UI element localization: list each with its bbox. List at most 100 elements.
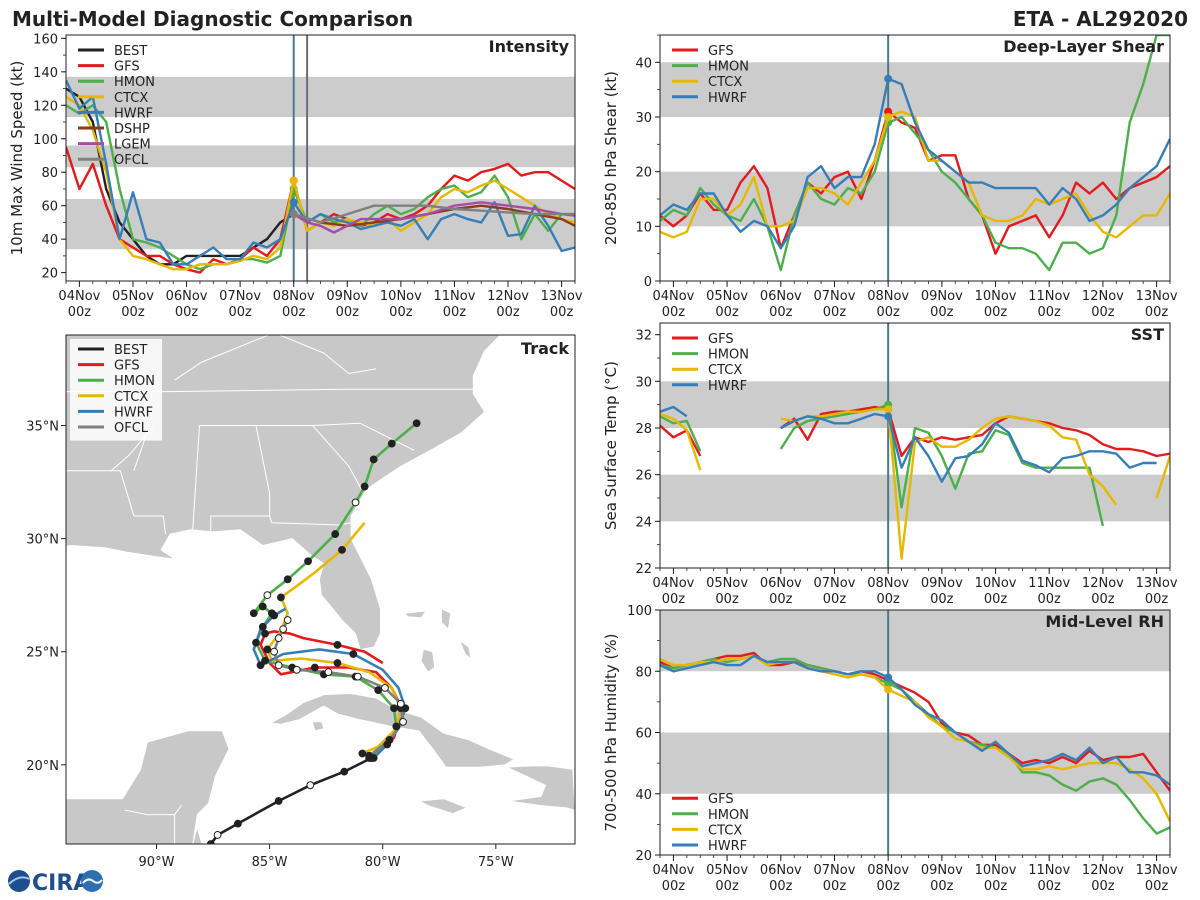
track-point-best xyxy=(340,767,349,776)
intensity-x-tick-hour: 00z xyxy=(175,305,199,320)
intensity-legend-label-lgem: LGEM xyxy=(114,138,151,153)
sst-x-tick-hour: 00z xyxy=(984,592,1008,607)
track-point-ofcl xyxy=(274,661,283,670)
shear-x-tick-hour: 00z xyxy=(823,305,847,320)
sst-x-tick-day: 09Nov xyxy=(921,576,963,591)
shear-y-tick-label: 40 xyxy=(635,56,652,71)
rh-y-tick-label: 40 xyxy=(635,788,652,803)
track-point-ofcl xyxy=(274,634,283,643)
rh-series-gfs xyxy=(660,651,1170,792)
shear-x-tick-hour: 00z xyxy=(715,305,739,320)
sst-series-ctcx xyxy=(660,408,1170,560)
sst-shade-band-0 xyxy=(660,474,1170,522)
rh-x-tick-day: 13Nov xyxy=(1136,863,1178,878)
intensity-y-tick-label: 160 xyxy=(33,32,58,47)
intensity-x-tick-day: 09Nov xyxy=(326,289,368,304)
isla-juventud-landmass xyxy=(312,721,325,732)
intensity-legend-label-best: BEST xyxy=(114,44,147,59)
storm-title: ETA - AL292020 xyxy=(1013,7,1188,31)
abaco-landmass xyxy=(441,608,452,630)
cira-logo: CIRA xyxy=(8,870,103,896)
track-point-hmon xyxy=(258,622,267,631)
intensity-x-tick-day: 12Nov xyxy=(487,289,529,304)
intensity-x-tick-hour: 00z xyxy=(496,305,520,320)
logo-swoosh-icon xyxy=(8,876,31,885)
map-border-1 xyxy=(199,422,415,451)
shear-x-tick-hour: 00z xyxy=(1038,305,1062,320)
track-point-hmon xyxy=(412,419,421,428)
rh-point-hwrf xyxy=(884,673,893,682)
track-point-ofcl xyxy=(396,699,405,708)
sst-series-hmon xyxy=(660,403,1105,527)
rh-x-tick-day: 06Nov xyxy=(760,863,802,878)
track-legend-label-ofcl: OFCL xyxy=(114,421,149,436)
track-lon-label: 90°W xyxy=(139,855,175,870)
intensity-panel: 04Nov00z05Nov00z06Nov00z07Nov00z08Nov00z… xyxy=(8,32,583,320)
shear-x-tick-hour: 00z xyxy=(930,305,954,320)
map-border-10 xyxy=(174,335,325,381)
intensity-legend-label-ctcx: CTCX xyxy=(114,91,148,106)
track-point-ofcl xyxy=(381,684,389,692)
rh-point-hmon xyxy=(884,679,893,688)
track-point-hmon xyxy=(252,638,260,647)
rh-x-tick-hour: 00z xyxy=(1091,879,1115,894)
intensity-x-tick-day: 11Nov xyxy=(433,289,475,304)
intensity-series-lgem xyxy=(293,201,575,234)
honduras-landmass xyxy=(192,826,316,844)
track-point-best xyxy=(213,831,222,839)
us-landmass xyxy=(66,335,501,650)
shear-x-tick-day: 13Nov xyxy=(1136,289,1178,304)
track-lat-label: 30°N xyxy=(26,533,59,548)
shear-x-tick-day: 07Nov xyxy=(814,289,856,304)
track-panel: 90°W 85°W 80°W 75°W 20°N 25°N 30°N 35°N Track BES… xyxy=(26,319,576,870)
intensity-x-tick-hour: 00z xyxy=(550,305,574,320)
track-lat-label: 35°N xyxy=(26,419,59,434)
track-lon-label: 75°W xyxy=(478,855,514,870)
map-border-12 xyxy=(371,319,446,328)
sst-y-tick-label: 22 xyxy=(635,562,652,577)
rh-y-tick-label: 80 xyxy=(635,665,652,680)
track-point-ofcl xyxy=(279,625,288,633)
intensity-x-tick-day: 13Nov xyxy=(541,289,583,304)
shear-legend-label-gfs: GFS xyxy=(708,44,734,59)
shear-x-tick-day: 08Nov xyxy=(867,289,909,304)
track-point-gfs xyxy=(261,629,269,638)
intensity-x-tick-hour: 00z xyxy=(443,305,467,320)
sst-panel-title: SST xyxy=(1131,325,1164,344)
shear-series-ctcx xyxy=(660,110,1170,239)
track-point-ofcl xyxy=(324,668,333,676)
map-border-4 xyxy=(312,425,363,492)
track-point-best xyxy=(234,819,242,828)
rh-x-tick-hour: 00z xyxy=(769,879,793,894)
intensity-y-axis-label: 10m Max Wind Speed (kt) xyxy=(8,61,26,256)
intensity-x-tick-day: 04Nov xyxy=(58,289,100,304)
map-border-9 xyxy=(323,352,376,375)
shear-point-ctcx xyxy=(884,113,893,121)
sst-legend-label-hmon: HMON xyxy=(708,348,749,363)
logo-wave-icon xyxy=(82,878,103,884)
sst-shade-band-1 xyxy=(660,381,1170,428)
rh-legend-label-hwrf: HWRF xyxy=(708,839,747,854)
sst-series-hwrf xyxy=(660,405,1157,483)
track-point-ofcl xyxy=(270,647,279,656)
shear-y-axis-label: 200-850 hPa Shear (kt) xyxy=(602,71,620,245)
track-point-hwrf xyxy=(270,611,279,620)
hispaniola-landmass xyxy=(506,765,575,811)
intensity-x-tick-day: 08Nov xyxy=(273,289,315,304)
shear-legend-label-hmon: HMON xyxy=(708,60,749,75)
shear-series-hwrf xyxy=(660,77,1170,250)
eleuthera-landmass xyxy=(458,639,472,660)
rh-x-tick-day: 08Nov xyxy=(867,863,909,878)
sst-x-tick-day: 08Nov xyxy=(867,576,909,591)
shear-point-gfs xyxy=(884,107,893,116)
track-lon-label: 85°W xyxy=(252,855,288,870)
track-point-best xyxy=(306,781,315,790)
mexico-landmass xyxy=(66,730,230,844)
sst-x-tick-day: 07Nov xyxy=(814,576,856,591)
track-lon-label: 80°W xyxy=(365,855,401,870)
shear-shade-band-0 xyxy=(660,171,1170,227)
intensity-panel-title: Intensity xyxy=(489,37,570,56)
track-point-gfs xyxy=(310,663,319,672)
track-legend-label-hwrf: HWRF xyxy=(114,405,153,420)
intensity-legend-label-ofcl: OFCL xyxy=(114,153,149,168)
